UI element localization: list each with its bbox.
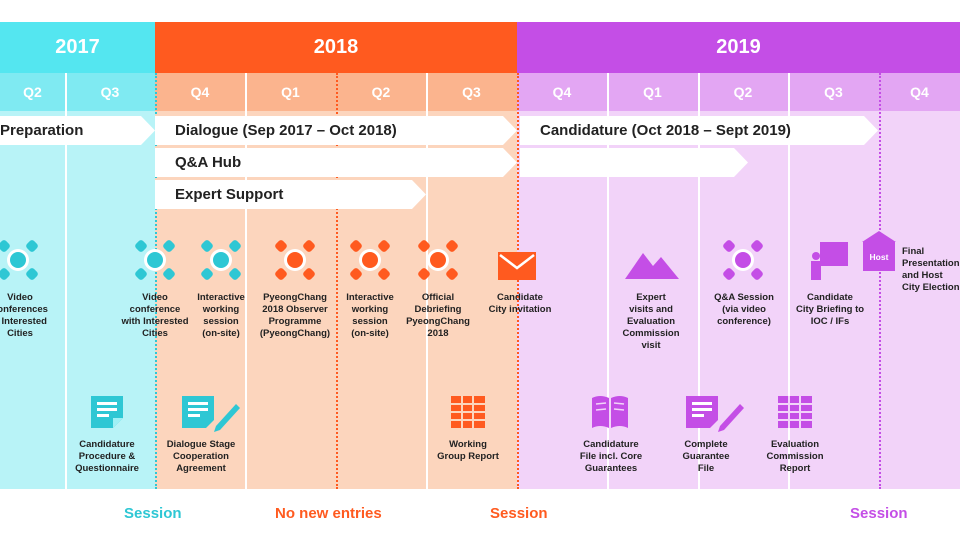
year-label: 2018 [313,36,359,58]
footer-no-new-entries-label: No new entries [275,505,382,522]
footer-session-label: Session [124,505,182,522]
host-icon [862,231,896,271]
phase-label: Q&A Hub [175,154,242,171]
phase-arrow-dialogue: Dialogue (Sep 2017 – Oct 2018) [155,116,517,145]
event-video-conference: Video conference with Interested Cities [121,292,189,339]
event-interactive-session: Interactive working session (on-site) [197,292,245,339]
event-expert-visits: Expert visits and Evaluation Commission visi… [622,292,680,351]
event-city-briefing: Candidate City Briefing to IOC / IFs [795,292,865,327]
quarter-label: Q4 [910,84,929,100]
quarter-label: Q4 [190,84,210,100]
quarter-label: Q2 [23,84,42,100]
event-official-debriefing: Official Debriefing PyeongChang 2018 [406,292,470,339]
phase-label: Preparation [0,122,84,139]
event-cooperation-agreement: Dialogue Stage Cooperation Agreement [166,439,236,474]
session-divider [336,73,338,489]
mountain-icon [625,253,679,279]
video-conference-icon [723,240,763,280]
quarter-divider [245,73,247,489]
quarter-cell: Q2 [698,73,788,111]
quarter-label: Q3 [824,84,843,100]
video-conference-icon [201,240,241,280]
table-icon [451,396,485,428]
phase-arrow-candidature: Candidature (Oct 2018 – Sept 2019) [520,116,878,145]
event-candidate-invitation: Candidate City invitation [488,292,552,315]
footer-session-label: Session [490,505,548,522]
column-bg-2017 [0,111,155,489]
phase-arrow-qa-hub-continued [520,148,748,177]
quarter-cell: Q4 [155,73,245,111]
phase-label: Candidature (Oct 2018 – Sept 2019) [540,122,791,139]
quarter-label: Q2 [371,84,391,100]
phase-label: Dialogue (Sep 2017 – Oct 2018) [175,122,397,139]
footer-session-label: Session [850,505,908,522]
envelope-icon [498,252,536,280]
event-observer-programme: PyeongChang 2018 Observer Programme (Pyeong… [259,292,331,339]
phase-arrow-expert-support: Expert Support [155,180,426,209]
event-qa-session: Q&A Session (via video conference) [714,292,774,327]
quarter-divider [698,73,700,489]
year-2019-band: 2019 [517,22,960,73]
session-divider [517,73,519,489]
year-label: 2017 [55,36,100,58]
quarter-cell: Q3 [426,73,517,111]
phase-arrow-qa-hub: Q&A Hub [155,148,517,177]
document-pen-icon [182,396,240,432]
quarter-label: Q3 [100,84,120,100]
quarter-divider [65,73,67,489]
quarter-label: Q4 [552,84,572,100]
video-conference-icon [418,240,458,280]
year-2018-band: 2018 [155,22,517,73]
video-conference-icon [0,240,38,280]
year-label: 2019 [716,36,761,58]
event-working-group-report: Working Group Report [437,439,499,462]
host-label: Host [869,252,889,262]
event-guarantee-file: Complete Guarantee File [682,439,730,474]
quarter-cell: Q3 [788,73,879,111]
video-conference-icon [350,240,390,280]
document-icon [91,396,123,428]
event-evaluation-report: Evaluation Commission Report [766,439,824,474]
event-candidature-file: Candidature File incl. Core Guarantees [579,439,643,474]
quarter-divider [607,73,609,489]
video-conference-icon [275,240,315,280]
event-interactive-session: Interactive working session (on-site) [346,292,394,339]
phase-label: Expert Support [175,186,284,203]
quarter-divider [788,73,790,489]
year-2017-band: 2017 [0,22,155,73]
phase-arrow-preparation: Preparation [0,116,155,145]
session-divider [155,73,157,489]
session-divider [879,73,881,489]
event-final-presentation: Final Presentation and Host City Election [902,246,960,293]
quarter-label: Q3 [462,84,481,100]
quarter-cell: Q1 [607,73,698,111]
quarter-cell: Q1 [245,73,336,111]
quarter-cell: Q2 [0,73,65,111]
quarter-label: Q2 [733,84,753,100]
quarter-label: Q1 [281,84,300,100]
quarter-cell: Q4 [879,73,960,111]
presentation-icon [811,242,848,280]
quarter-cell: Q3 [65,73,155,111]
document-pen-icon [686,396,744,432]
event-candidature-procedure: Candidature Procedure & Questionnaire [75,439,139,474]
quarter-cell: Q4 [517,73,607,111]
quarter-label: Q1 [643,84,662,100]
quarter-cell: Q2 [336,73,426,111]
table-icon [778,396,812,428]
quarter-divider [426,73,428,489]
book-icon [592,396,628,428]
video-conference-icon [135,240,175,280]
